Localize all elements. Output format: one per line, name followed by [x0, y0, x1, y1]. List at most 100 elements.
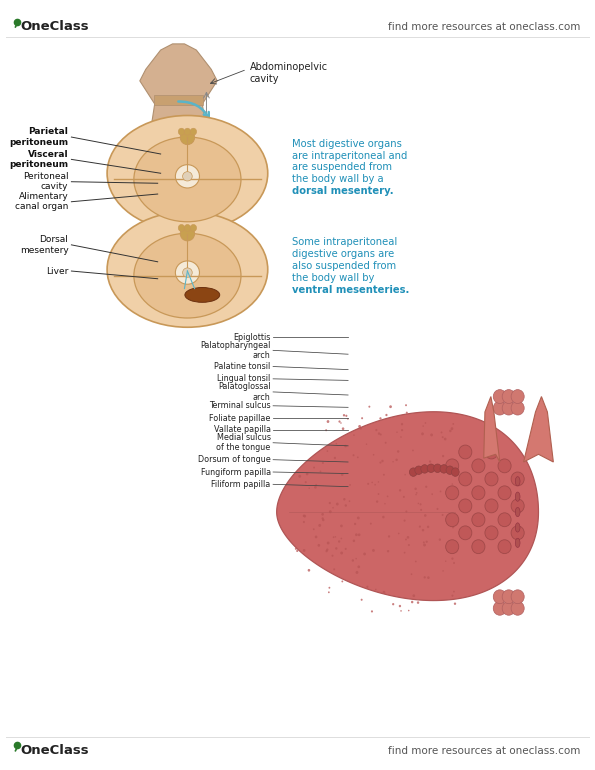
Ellipse shape: [303, 514, 306, 517]
Ellipse shape: [308, 487, 310, 489]
Ellipse shape: [485, 445, 498, 459]
Ellipse shape: [341, 474, 343, 476]
Ellipse shape: [303, 549, 305, 552]
Ellipse shape: [400, 437, 402, 438]
Polygon shape: [140, 44, 217, 133]
Ellipse shape: [345, 445, 347, 447]
Ellipse shape: [421, 464, 428, 473]
Text: Liver: Liver: [46, 266, 68, 276]
Ellipse shape: [383, 591, 386, 594]
Ellipse shape: [305, 481, 307, 484]
Ellipse shape: [184, 128, 190, 136]
Ellipse shape: [511, 401, 524, 415]
Ellipse shape: [515, 523, 520, 532]
Ellipse shape: [400, 610, 402, 611]
Text: Alimentary
canal organ: Alimentary canal organ: [15, 192, 68, 212]
Ellipse shape: [493, 590, 506, 604]
Ellipse shape: [343, 498, 346, 500]
Ellipse shape: [296, 550, 298, 552]
Text: also suspended from: also suspended from: [292, 261, 396, 271]
Ellipse shape: [403, 520, 406, 522]
Ellipse shape: [396, 431, 397, 433]
Polygon shape: [154, 95, 203, 105]
Ellipse shape: [485, 499, 498, 513]
Ellipse shape: [340, 537, 342, 539]
Ellipse shape: [178, 224, 184, 231]
Ellipse shape: [357, 517, 360, 520]
Ellipse shape: [442, 455, 444, 457]
Ellipse shape: [424, 576, 426, 578]
Ellipse shape: [345, 504, 347, 507]
Ellipse shape: [446, 513, 459, 527]
Ellipse shape: [405, 474, 406, 476]
Ellipse shape: [459, 445, 472, 459]
Ellipse shape: [336, 443, 337, 444]
Ellipse shape: [405, 511, 408, 513]
Ellipse shape: [452, 526, 454, 528]
Ellipse shape: [414, 487, 417, 490]
Ellipse shape: [408, 544, 410, 546]
Ellipse shape: [331, 554, 333, 557]
Ellipse shape: [405, 538, 407, 541]
Ellipse shape: [380, 461, 381, 464]
Ellipse shape: [411, 574, 412, 575]
Ellipse shape: [425, 541, 428, 543]
Text: ventral mesenteries.: ventral mesenteries.: [292, 285, 409, 295]
Text: Dorsum of tongue: Dorsum of tongue: [198, 455, 271, 464]
Ellipse shape: [355, 557, 357, 560]
Ellipse shape: [353, 434, 355, 436]
Ellipse shape: [178, 128, 184, 136]
Ellipse shape: [451, 469, 453, 471]
Ellipse shape: [493, 601, 506, 615]
Ellipse shape: [384, 503, 386, 504]
Ellipse shape: [107, 212, 268, 327]
Polygon shape: [484, 397, 500, 462]
Ellipse shape: [378, 493, 380, 495]
Ellipse shape: [373, 454, 374, 456]
Ellipse shape: [335, 536, 336, 537]
Ellipse shape: [184, 224, 190, 231]
Ellipse shape: [176, 165, 199, 188]
Ellipse shape: [427, 526, 429, 528]
Ellipse shape: [444, 437, 446, 440]
Ellipse shape: [415, 494, 417, 495]
Ellipse shape: [368, 406, 370, 407]
Ellipse shape: [442, 570, 444, 571]
Ellipse shape: [423, 544, 426, 547]
Ellipse shape: [412, 594, 415, 597]
Ellipse shape: [459, 526, 472, 540]
Ellipse shape: [298, 475, 301, 478]
Ellipse shape: [511, 390, 524, 403]
Ellipse shape: [446, 466, 454, 474]
Ellipse shape: [440, 490, 441, 492]
Ellipse shape: [382, 516, 384, 518]
Ellipse shape: [303, 521, 305, 523]
Ellipse shape: [315, 484, 317, 486]
Ellipse shape: [303, 514, 305, 517]
Ellipse shape: [340, 524, 343, 527]
Ellipse shape: [386, 413, 387, 416]
Ellipse shape: [415, 561, 416, 562]
Ellipse shape: [441, 514, 444, 516]
Ellipse shape: [498, 459, 511, 473]
Ellipse shape: [321, 513, 324, 516]
Ellipse shape: [427, 576, 430, 579]
Ellipse shape: [396, 459, 398, 461]
Ellipse shape: [381, 460, 384, 462]
Ellipse shape: [472, 459, 485, 473]
Ellipse shape: [325, 550, 328, 552]
Ellipse shape: [358, 425, 361, 428]
Ellipse shape: [515, 538, 520, 547]
Ellipse shape: [134, 233, 241, 318]
Ellipse shape: [308, 569, 310, 571]
Text: Terminal sulcus: Terminal sulcus: [209, 401, 271, 410]
Text: Lingual tonsil: Lingual tonsil: [218, 374, 271, 383]
Ellipse shape: [342, 581, 343, 582]
Text: digestive organs are: digestive organs are: [292, 249, 394, 259]
Ellipse shape: [322, 519, 324, 521]
Ellipse shape: [493, 390, 506, 403]
Ellipse shape: [422, 425, 424, 427]
Text: Abdominopelvic
cavity: Abdominopelvic cavity: [250, 62, 328, 84]
Ellipse shape: [452, 468, 459, 477]
Ellipse shape: [333, 568, 335, 571]
